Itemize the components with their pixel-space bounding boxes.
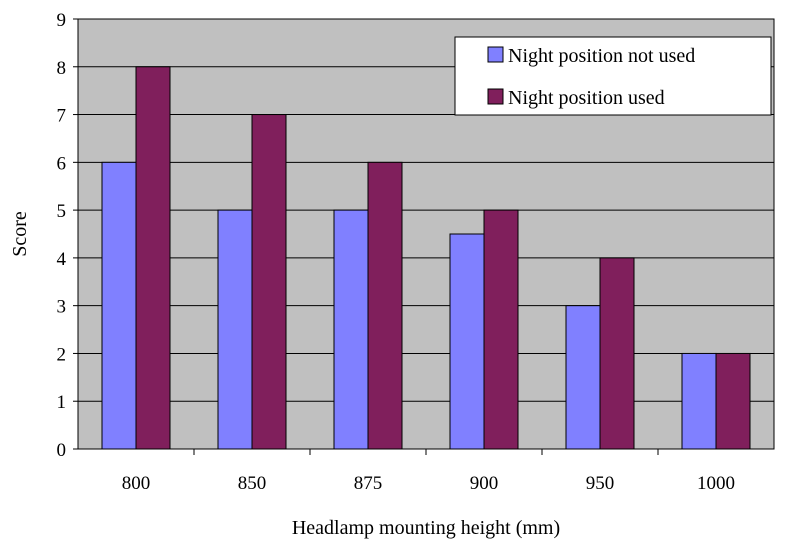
bar-night-position-not-used-850 bbox=[217, 209, 253, 450]
bar-night-position-used-1000 bbox=[715, 352, 751, 450]
y-tick-label: 4 bbox=[57, 249, 67, 270]
y-tick-label: 3 bbox=[57, 297, 67, 318]
bar-night-position-used-950 bbox=[599, 257, 635, 450]
bar-night-position-used-900 bbox=[483, 209, 519, 450]
legend-swatch-night-position-used bbox=[487, 88, 504, 105]
bar-night-position-not-used-800 bbox=[101, 161, 137, 450]
legend-swatch-night-position-not-used bbox=[487, 46, 504, 63]
y-tick-label: 0 bbox=[57, 440, 67, 461]
legend-label-night-position-used: Night position used bbox=[508, 87, 665, 109]
x-axis-title: Headlamp mounting height (mm) bbox=[292, 517, 560, 539]
bar-night-position-used-875 bbox=[367, 161, 403, 450]
y-tick-label: 9 bbox=[57, 10, 67, 31]
x-tick-label: 875 bbox=[354, 473, 383, 494]
y-tick-label: 8 bbox=[57, 58, 67, 79]
x-tick-labels: 800 850 875 900 950 1000 bbox=[122, 473, 735, 494]
bar-night-position-used-850 bbox=[251, 114, 287, 450]
x-tick-label: 1000 bbox=[697, 473, 735, 494]
x-tick-label: 900 bbox=[470, 473, 499, 494]
y-tick-label: 5 bbox=[57, 201, 67, 222]
bar-night-position-used-800 bbox=[135, 66, 171, 450]
x-tick-label: 800 bbox=[122, 473, 151, 494]
bar-night-position-not-used-875 bbox=[333, 209, 369, 450]
y-tick-label: 1 bbox=[57, 392, 67, 413]
bars bbox=[101, 66, 751, 450]
bar-night-position-not-used-900 bbox=[449, 233, 485, 450]
y-tick-labels: 0 1 2 3 4 5 6 7 8 9 bbox=[57, 10, 67, 461]
y-tick-label: 6 bbox=[57, 153, 67, 174]
x-tick-label: 850 bbox=[238, 473, 267, 494]
legend-label-night-position-not-used: Night position not used bbox=[508, 45, 695, 67]
legend-box bbox=[454, 36, 772, 116]
y-tick-label: 7 bbox=[57, 106, 67, 127]
x-tick-label: 950 bbox=[586, 473, 615, 494]
bar-night-position-not-used-950 bbox=[565, 305, 601, 450]
y-axis-title: Score bbox=[9, 211, 31, 257]
y-tick-label: 2 bbox=[57, 344, 67, 365]
axes bbox=[73, 18, 774, 455]
legend: Night position not used Night position u… bbox=[454, 36, 772, 116]
bar-night-position-not-used-1000 bbox=[681, 352, 717, 450]
